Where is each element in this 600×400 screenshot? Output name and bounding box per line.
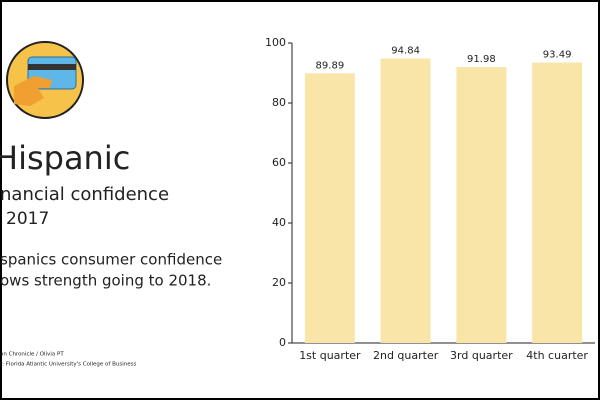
card-icon — [6, 41, 84, 119]
y-tick-label: 20 — [272, 276, 286, 289]
y-tick-label: 40 — [272, 216, 286, 229]
y-tick-label: 60 — [272, 156, 286, 169]
title: Hispanic — [0, 139, 130, 177]
x-tick-label: 4th cuarter — [526, 349, 588, 362]
credit: on Chronicle / Olivia PT — [0, 352, 64, 358]
x-tick-label: 2nd quarter — [373, 349, 439, 362]
y-tick-label: 100 — [265, 36, 286, 49]
description: ows strength going to 2018. — [0, 272, 211, 290]
y-tick-label: 0 — [279, 336, 286, 349]
description: spanics consumer confidence — [0, 251, 222, 269]
bar — [304, 73, 355, 343]
credit: r: Florida Atlantic University's College… — [0, 362, 136, 368]
year: 2017 — [6, 209, 49, 229]
bar — [456, 67, 507, 343]
y-tick-label: 80 — [272, 96, 286, 109]
value-label: 89.89 — [316, 60, 345, 71]
x-tick-label: 1st quarter — [299, 349, 361, 362]
value-label: 91.98 — [467, 54, 496, 65]
bar — [532, 62, 583, 343]
x-tick-label: 3rd quarter — [450, 349, 513, 362]
value-label: 94.84 — [391, 45, 420, 56]
subtitle: nancial confidence — [0, 184, 169, 205]
bar — [380, 58, 431, 343]
value-label: 93.49 — [543, 50, 572, 61]
